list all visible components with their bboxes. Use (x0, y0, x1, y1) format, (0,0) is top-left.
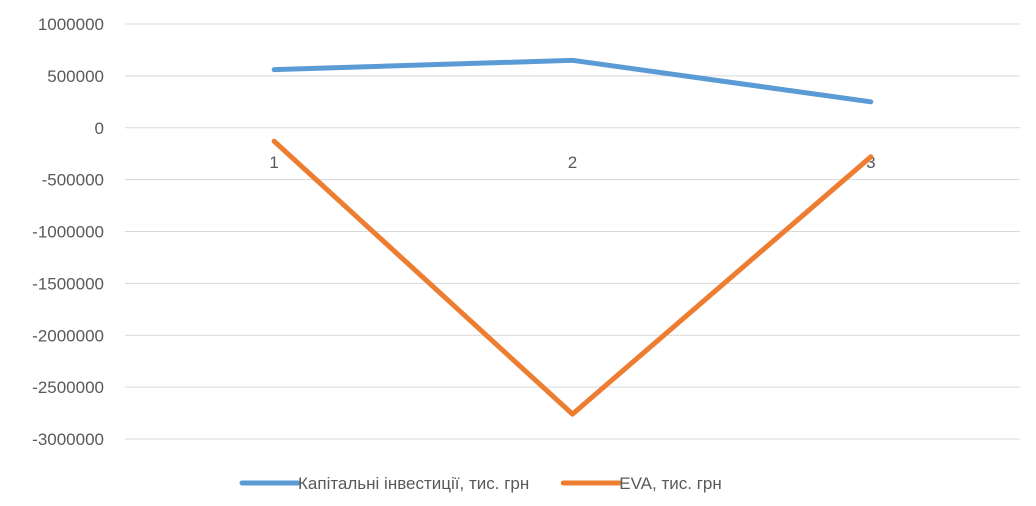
y-tick-label: -3000000 (32, 430, 104, 449)
series-lines (271, 57, 874, 417)
y-axis-tick-labels: 1000000 500000 0 -500000 -1000000 -1500000 -20… (32, 15, 104, 449)
y-tick-label: -2000000 (32, 326, 104, 345)
series-line-2 (271, 138, 874, 417)
x-axis-tick-labels: 1 2 3 (269, 153, 875, 172)
legend-label: Капітальні інвестиції, тис. грн (298, 474, 529, 493)
y-tick-label: 0 (95, 119, 104, 138)
y-tick-label: -2500000 (32, 378, 104, 397)
y-tick-label: -1500000 (32, 274, 104, 293)
x-tick-label: 2 (568, 153, 577, 172)
x-tick-label: 1 (269, 153, 278, 172)
x-tick-label: 3 (866, 153, 875, 172)
y-tick-label: 1000000 (38, 15, 104, 34)
series-line-1 (271, 57, 874, 105)
gridlines (125, 23, 1020, 440)
y-tick-label: -1000000 (32, 223, 104, 242)
legend-label: EVA, тис. грн (619, 474, 721, 493)
legend: Капітальні інвестиції, тис. грн EVA, тис.… (239, 474, 722, 493)
y-tick-label: 500000 (47, 67, 104, 86)
y-tick-label: -500000 (42, 171, 104, 190)
